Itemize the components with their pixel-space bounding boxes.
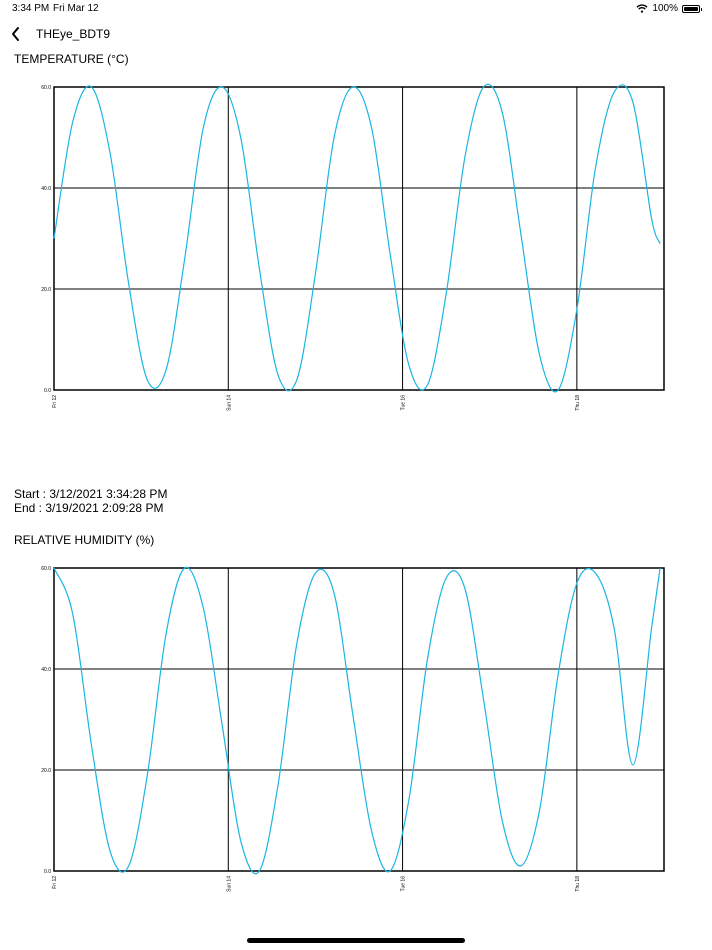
temperature-chart: 0.0 20.0 40.0 60.0 Fri 12 Sun 14 Tue 16 Thu 18 bbox=[41, 83, 665, 411]
series-line bbox=[53, 83, 661, 393]
nav-title: THEye_BDT9 bbox=[36, 27, 111, 41]
plot-frame bbox=[53, 86, 665, 391]
humidity-chart: 0.0 20.0 40.0 60.0 Fri 12 Sun 14 Tue 16 Thu 18 bbox=[41, 566, 665, 892]
y-tick-label: 60.0 bbox=[41, 566, 51, 572]
wifi-icon bbox=[636, 4, 648, 13]
home-indicator[interactable] bbox=[247, 938, 465, 943]
y-tick-label: 20.0 bbox=[41, 768, 51, 774]
temperature-chart-title: TEMPERATURE (°C) bbox=[14, 52, 129, 66]
status-time: 3:34 PM bbox=[12, 3, 50, 14]
y-tick-label: 60.0 bbox=[41, 85, 51, 91]
navigation-bar: THEye_BDT9 bbox=[0, 24, 712, 46]
x-tick-label: Sun 14 bbox=[226, 395, 232, 411]
x-tick-label: Fri 12 bbox=[52, 395, 58, 408]
y-tick-label: 0.0 bbox=[44, 388, 51, 394]
x-tick-label: Thu 18 bbox=[575, 395, 581, 411]
back-button[interactable] bbox=[6, 24, 28, 46]
x-tick-label: Sun 14 bbox=[226, 876, 232, 892]
y-tick-label: 40.0 bbox=[41, 667, 51, 673]
status-date: Fri Mar 12 bbox=[53, 3, 99, 14]
x-tick-label: Thu 18 bbox=[575, 876, 581, 892]
battery-percent: 100% bbox=[652, 3, 678, 14]
y-tick-label: 20.0 bbox=[41, 287, 51, 293]
chevron-left-icon bbox=[12, 27, 19, 41]
battery-icon bbox=[682, 4, 702, 13]
y-tick-label: 0.0 bbox=[44, 869, 51, 875]
plot-frame bbox=[53, 567, 665, 872]
x-tick-label: Fri 12 bbox=[52, 876, 58, 889]
status-bar: 3:34 PM Fri Mar 12 100% bbox=[0, 0, 712, 18]
series-line bbox=[53, 566, 661, 875]
start-time: Start : 3/12/2021 3:34:28 PM bbox=[14, 487, 168, 501]
x-tick-label: Tue 16 bbox=[401, 395, 407, 411]
y-tick-label: 40.0 bbox=[41, 186, 51, 192]
humidity-chart-title: RELATIVE HUMIDITY (%) bbox=[14, 533, 155, 547]
status-indicators: 100% bbox=[636, 3, 702, 14]
x-tick-label: Tue 16 bbox=[401, 876, 407, 892]
end-time: End : 3/19/2021 2:09:28 PM bbox=[14, 501, 164, 515]
